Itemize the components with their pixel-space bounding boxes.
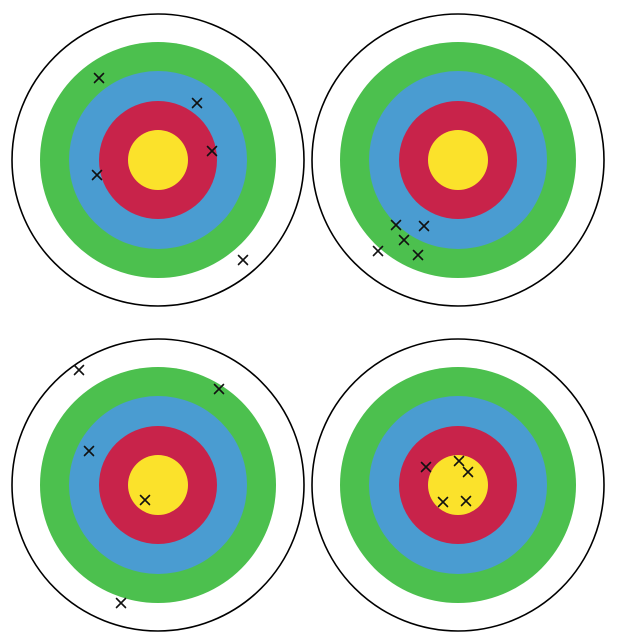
hit-mark — [206, 145, 218, 157]
hit-mark — [73, 364, 85, 376]
hit-mark — [139, 494, 151, 506]
hit-mark — [420, 461, 432, 473]
target-bottom-left — [11, 338, 305, 632]
hit-mark — [372, 245, 384, 257]
yellow-bullseye — [128, 455, 188, 515]
target-bottom-right — [311, 338, 605, 632]
hit-mark — [191, 97, 203, 109]
hit-mark — [237, 254, 249, 266]
target-top-left — [11, 13, 305, 307]
hit-mark — [453, 455, 465, 467]
hit-mark — [91, 169, 103, 181]
yellow-bullseye — [128, 130, 188, 190]
yellow-bullseye — [428, 455, 488, 515]
hit-mark — [93, 72, 105, 84]
hit-mark — [412, 249, 424, 261]
hit-mark — [390, 219, 402, 231]
target-top-right — [311, 13, 605, 307]
hit-mark — [418, 220, 430, 232]
hit-mark — [213, 383, 225, 395]
hit-mark — [462, 466, 474, 478]
hit-mark — [437, 496, 449, 508]
hit-mark — [83, 445, 95, 457]
hit-mark — [115, 597, 127, 609]
yellow-bullseye — [428, 130, 488, 190]
hit-mark — [460, 495, 472, 507]
hit-mark — [398, 234, 410, 246]
